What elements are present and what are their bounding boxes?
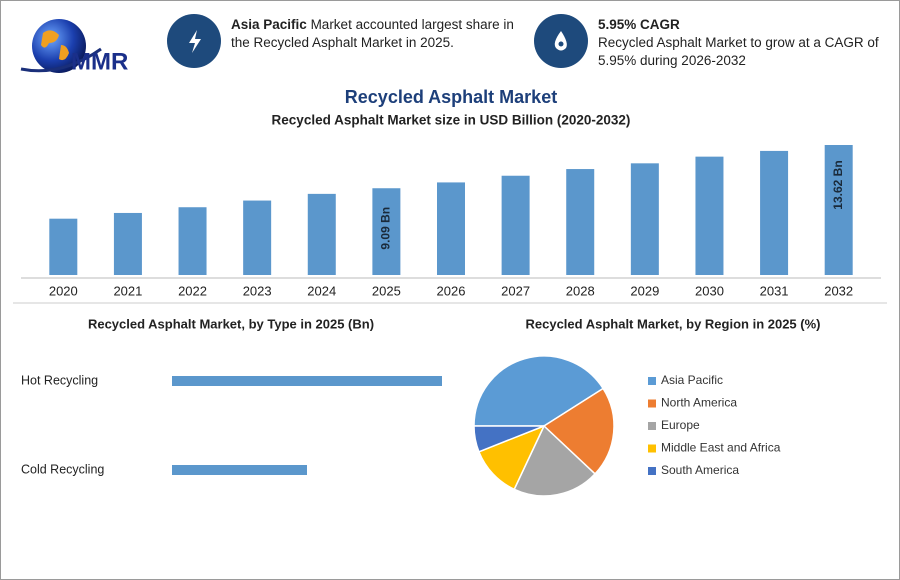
bar [501,175,530,275]
x-tick-label: 2025 [372,283,401,298]
icon-drop [554,31,567,51]
legend-label: Europe [661,418,700,432]
x-tick-label: 2023 [243,283,272,298]
chart-title: Recycled Asphalt Market, by Type in 2025… [88,316,374,331]
x-tick-label: 2029 [630,283,659,298]
pie-slice [513,424,597,497]
legend-label: Middle East and Africa [661,441,781,455]
x-tick-label: 2022 [178,283,207,298]
logo: MMR [20,19,128,75]
legend-swatch [648,467,656,475]
value-label: 13.62 Bn [831,160,845,209]
x-tick-label: 2028 [566,283,595,298]
value-label: 9.09 Bn [379,207,393,250]
category-label: Cold Recycling [21,462,104,476]
icon-bolt [189,30,201,53]
card-text: Market accounted largest share in the Re… [231,17,514,50]
bar [760,150,789,275]
info-card: 5.95% CAGR Recycled Asphalt Market to gro… [598,16,890,70]
legend-swatch [648,377,656,385]
chart-title: Recycled Asphalt Market, by Region in 20… [526,316,821,331]
logo-continents [41,30,69,61]
category-label: Hot Recycling [21,373,98,387]
bar [630,163,659,275]
bar [172,465,307,475]
bar [49,218,78,275]
logo-text: MMR [71,48,128,75]
x-tick-label: 2026 [437,283,466,298]
bar [824,145,853,275]
legend-swatch [648,422,656,430]
bar [172,376,442,386]
info-card: Asia Pacific Market accounted largest sh… [231,16,531,52]
x-tick-label: 2021 [113,283,142,298]
bar [243,200,272,275]
bar [437,182,465,275]
card-highlight: Asia Pacific [231,17,307,32]
x-tick-label: 2024 [307,283,336,298]
bar [178,207,207,275]
x-tick-label: 2020 [49,283,78,298]
legend-label: North America [661,396,737,410]
bar [566,169,595,275]
subtitle: Recycled Asphalt Market size in USD Bill… [272,113,631,128]
card-highlight: 5.95% CAGR [598,17,680,32]
legend-swatch [648,399,656,408]
logo-swoosh [20,47,102,73]
pie-slice [542,387,615,475]
bar [113,212,142,275]
x-tick-label: 2031 [760,283,789,298]
legend-swatch [648,444,656,453]
bar [372,188,401,275]
card-icon [167,14,221,68]
card-text: Recycled Asphalt Market to grow at a CAG… [598,35,879,68]
main-title: Recycled Asphalt Market [345,87,557,107]
legend-label: Asia Pacific [661,373,723,387]
x-tick-label: 2030 [695,283,724,298]
bar [695,156,724,275]
pie-slice [473,425,545,453]
icon-dot [558,41,564,47]
card-icon [534,14,588,68]
bar [307,193,336,275]
x-tick-label: 2027 [501,283,530,298]
x-tick-label: 2032 [824,283,853,298]
legend-label: South America [661,463,739,477]
